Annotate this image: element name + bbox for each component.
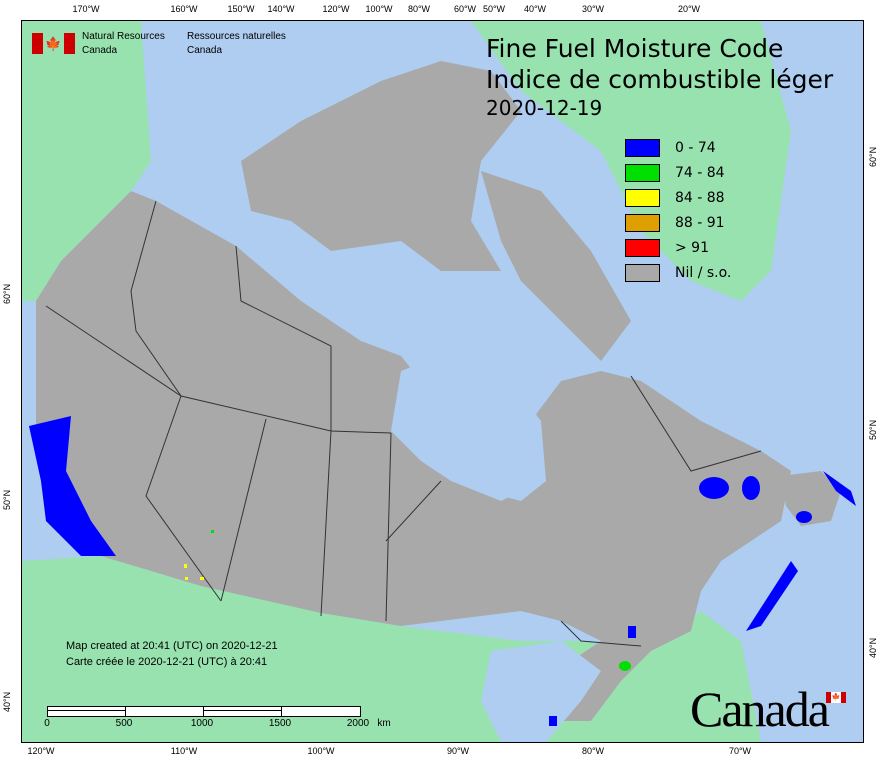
legend-swatch bbox=[625, 138, 660, 157]
lon-tick: 20°W bbox=[677, 4, 701, 14]
lon-tick: 80°W bbox=[407, 4, 431, 14]
legend-swatch bbox=[625, 263, 660, 282]
legend-item: 84 - 88 bbox=[625, 185, 731, 210]
greenland-land bbox=[471, 21, 791, 301]
lat-tick: 40°N bbox=[868, 637, 878, 658]
agency-name-fr: Ressources naturelles Canada bbox=[187, 31, 286, 56]
lat-tick: 50°N bbox=[2, 489, 12, 510]
legend-item: 88 - 91 bbox=[625, 210, 731, 235]
legend-item: 74 - 84 bbox=[625, 160, 731, 185]
scale-label: 2000 bbox=[346, 718, 370, 729]
lat-tick: 60°N bbox=[2, 283, 12, 304]
lon-tick: 160°W bbox=[170, 4, 198, 14]
lon-tick: 100°W bbox=[307, 746, 335, 756]
map-title: Fine Fuel Moisture Code Indice de combus… bbox=[486, 34, 834, 94]
lon-tick: 90°W bbox=[446, 746, 470, 756]
canada-land bbox=[36, 191, 791, 721]
baffin-island bbox=[481, 171, 631, 361]
hudson-bay bbox=[391, 351, 546, 501]
lon-tick: 120°W bbox=[27, 746, 55, 756]
lon-tick: 80°W bbox=[581, 746, 605, 756]
lat-tick: 50°N bbox=[868, 419, 878, 440]
canada-flag-icon: 🍁 bbox=[32, 33, 75, 54]
ffmc-0-74-areas bbox=[29, 416, 856, 726]
map-created-note: Map created at 20:41 (UTC) on 2020-12-21… bbox=[66, 640, 278, 668]
map-frame[interactable] bbox=[21, 20, 864, 743]
lon-tick: 100°W bbox=[365, 4, 393, 14]
lat-tick: 40°N bbox=[2, 691, 12, 712]
scale-bar bbox=[47, 706, 361, 717]
alaska-land bbox=[22, 21, 151, 301]
legend-item: > 91 bbox=[625, 235, 731, 260]
legend-swatch bbox=[625, 238, 660, 257]
lon-tick: 170°W bbox=[72, 4, 100, 14]
great-lakes bbox=[481, 641, 601, 742]
scale-label: 1500 bbox=[268, 718, 292, 729]
lon-tick: 120°W bbox=[322, 4, 350, 14]
legend-swatch bbox=[625, 213, 660, 232]
scale-label: 0 bbox=[44, 718, 50, 729]
scale-label: 1000 bbox=[190, 718, 214, 729]
lon-tick: 30°W bbox=[581, 4, 605, 14]
lon-tick: 150°W bbox=[227, 4, 255, 14]
legend-swatch bbox=[625, 188, 660, 207]
map-date: 2020-12-19 bbox=[486, 96, 603, 120]
scale-label: 500 bbox=[115, 718, 133, 729]
legend-swatch bbox=[625, 163, 660, 182]
lat-tick: 60°N bbox=[868, 146, 878, 167]
legend-item: 0 - 74 bbox=[625, 135, 731, 160]
canada-flag-icon: 🍁 bbox=[826, 692, 846, 703]
legend: 0 - 74 74 - 84 84 - 88 88 - 91 > 91 Nil … bbox=[625, 135, 731, 285]
lon-tick: 40°W bbox=[523, 4, 547, 14]
canada-wordmark: Canada bbox=[690, 681, 830, 737]
ffmc-74-84-areas bbox=[211, 530, 631, 671]
map-canvas[interactable] bbox=[22, 21, 863, 742]
lon-tick: 60°W bbox=[453, 4, 477, 14]
arctic-islands bbox=[241, 61, 521, 271]
lon-tick: 110°W bbox=[170, 746, 198, 756]
ffmc-84-88-areas bbox=[184, 564, 204, 580]
lon-tick: 140°W bbox=[267, 4, 295, 14]
lon-tick: 50°W bbox=[482, 4, 506, 14]
newfoundland bbox=[781, 471, 841, 526]
lon-tick: 70°W bbox=[728, 746, 752, 756]
legend-item: Nil / s.o. bbox=[625, 260, 731, 285]
scale-unit: km bbox=[377, 718, 391, 729]
provincial-borders bbox=[45, 200, 762, 647]
agency-name-en: Natural Resources Canada bbox=[82, 31, 165, 56]
